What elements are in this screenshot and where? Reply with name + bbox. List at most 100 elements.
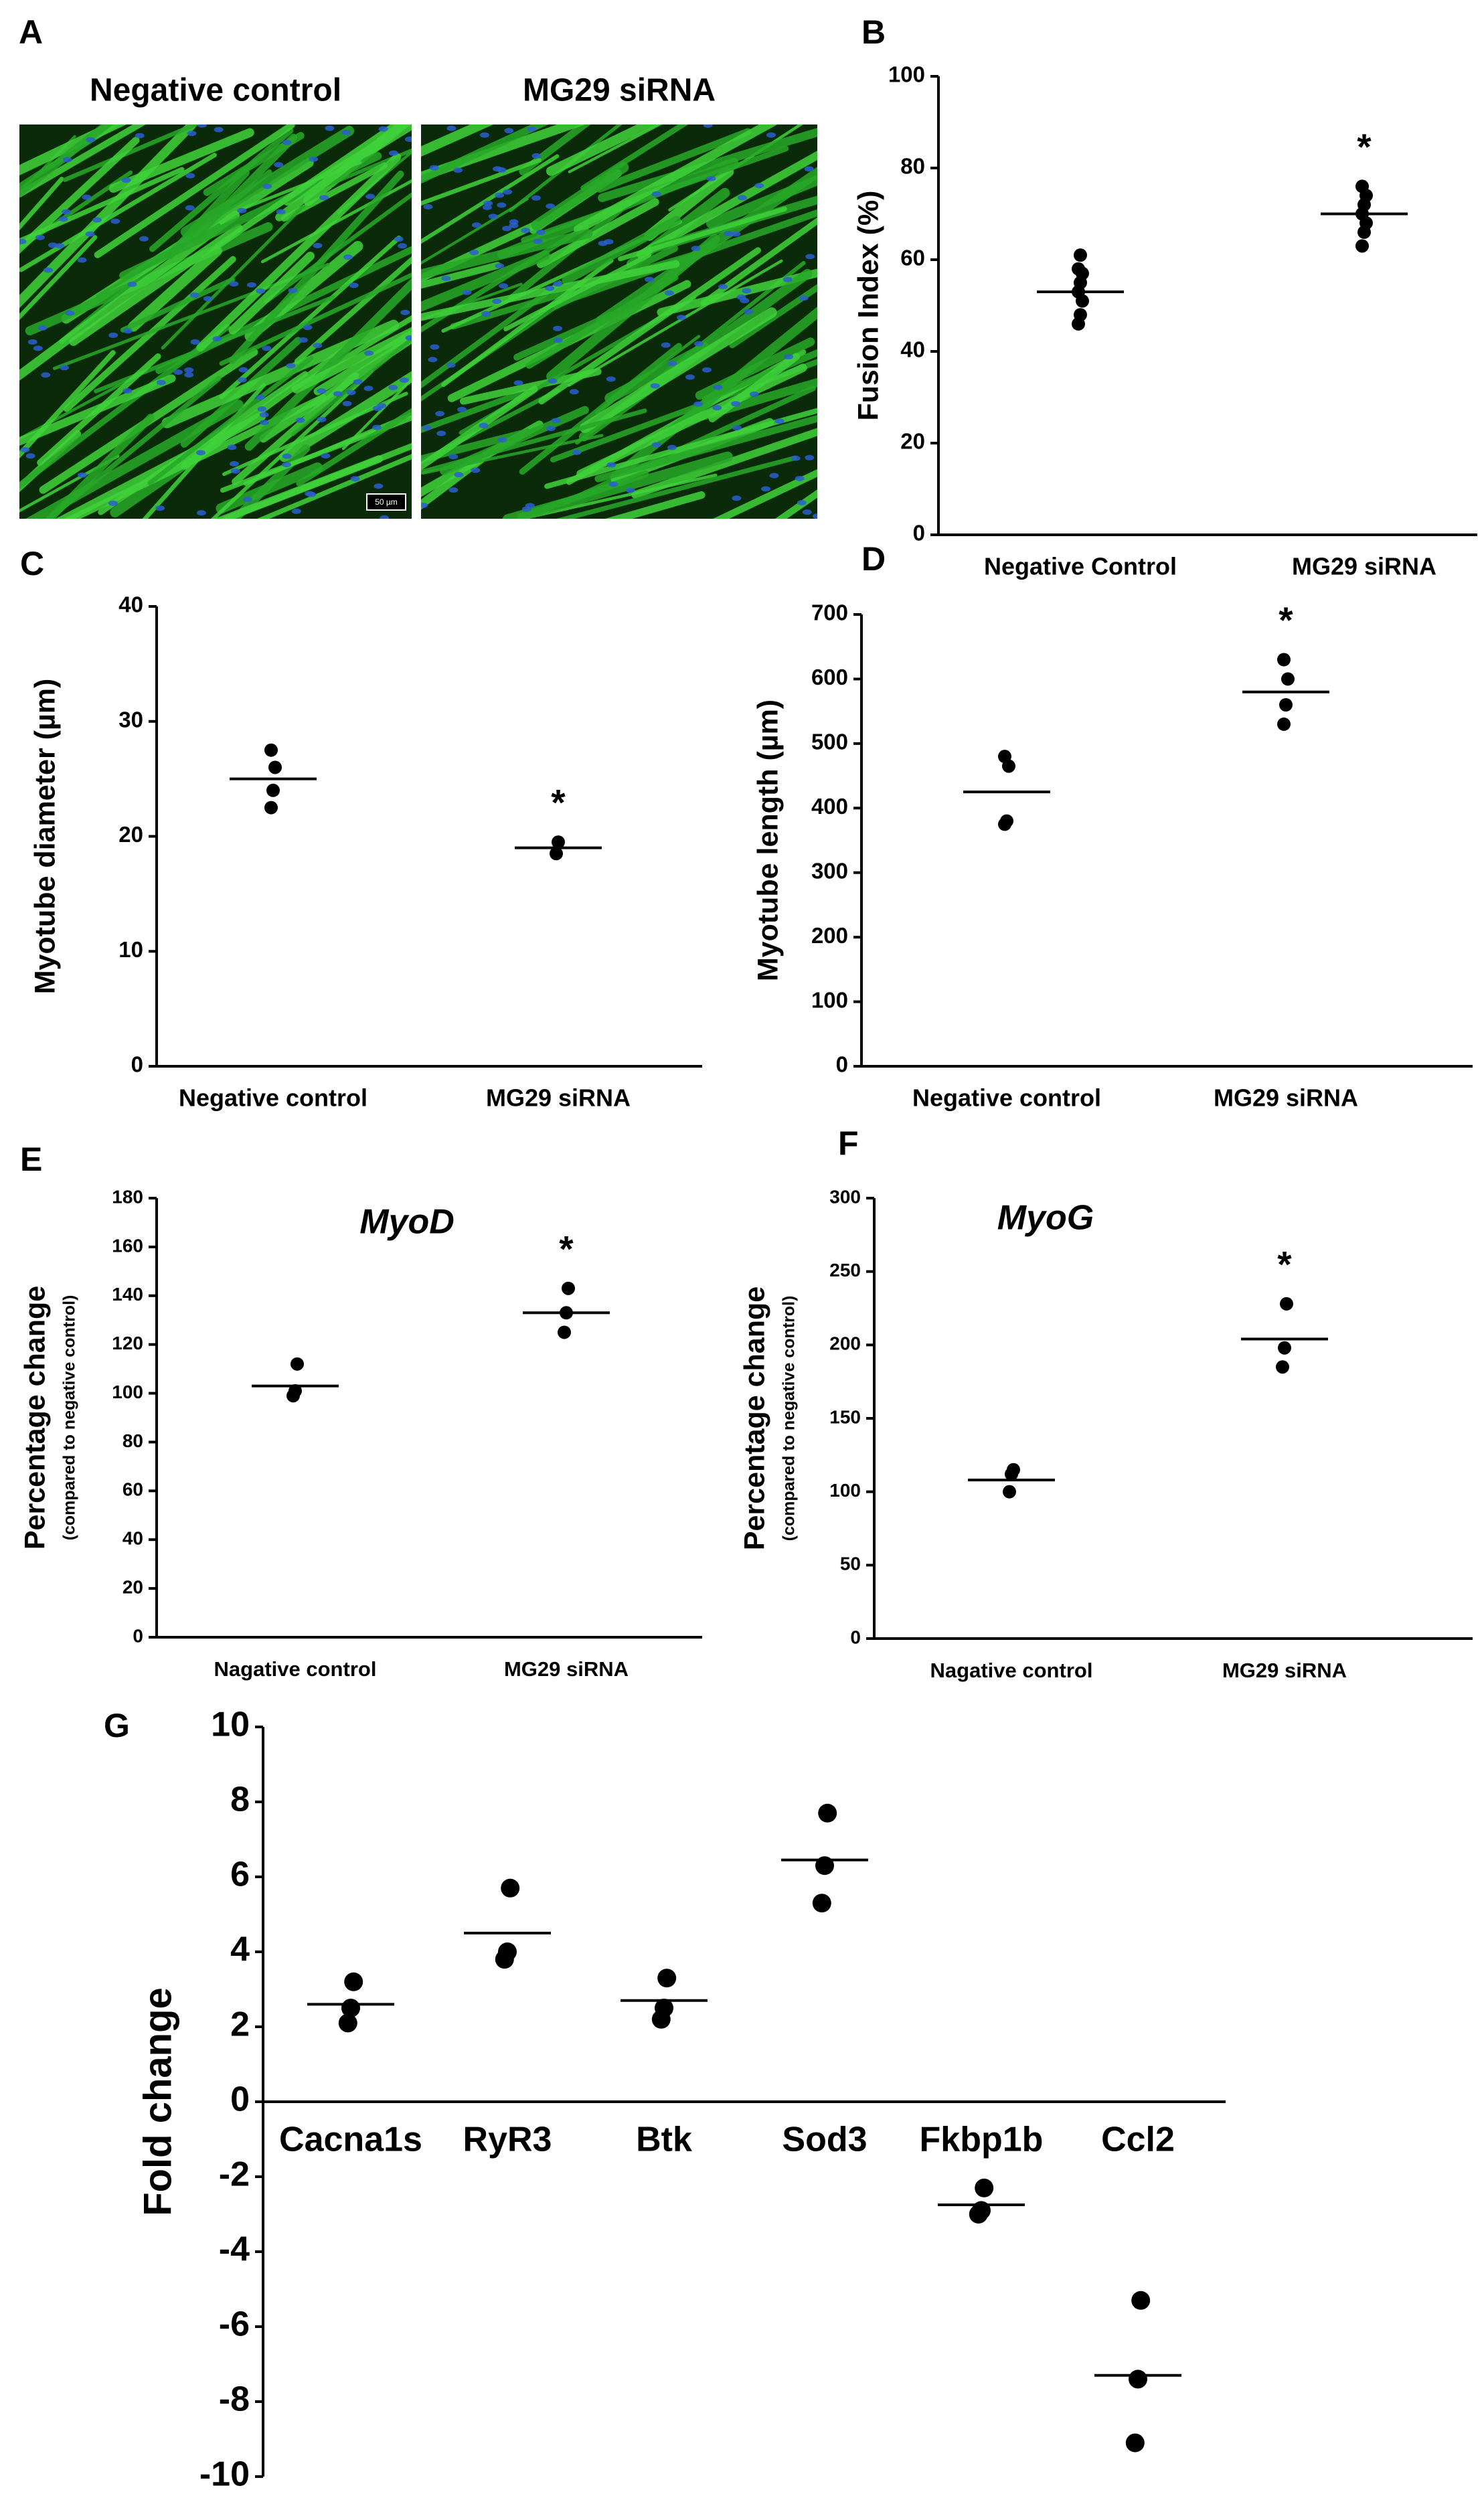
- nucleus: [691, 246, 701, 252]
- data-point: [264, 801, 278, 815]
- myotube: [19, 124, 146, 198]
- myotube: [668, 124, 804, 212]
- nucleus: [123, 328, 133, 334]
- nucleus: [454, 472, 464, 478]
- nucleus: [398, 243, 408, 249]
- nucleus: [184, 367, 194, 373]
- nucleus: [399, 378, 409, 384]
- myotube: [166, 169, 250, 259]
- myotube: [556, 455, 797, 519]
- myotube: [519, 343, 682, 475]
- x-tick-label: MG29 siRNA: [1214, 1084, 1358, 1112]
- nucleus: [606, 462, 616, 468]
- data-point: [1280, 1297, 1293, 1311]
- nucleus: [341, 130, 351, 136]
- myotube: [19, 235, 98, 321]
- y-tick-label: 200: [829, 1333, 861, 1354]
- nucleus: [259, 420, 269, 426]
- nucleus: [503, 189, 513, 195]
- data-point: [338, 2013, 357, 2033]
- data-point: [558, 1325, 571, 1339]
- nucleus: [92, 217, 102, 223]
- nucleus: [479, 132, 489, 138]
- data-point: [341, 1999, 360, 2017]
- data-point: [552, 835, 565, 849]
- nucleus: [405, 335, 412, 341]
- nucleus: [441, 275, 451, 281]
- myotube: [242, 161, 362, 210]
- myotube: [196, 153, 402, 352]
- myotube: [562, 216, 681, 285]
- nucleus: [650, 383, 660, 389]
- y-tick-label: 30: [118, 707, 143, 732]
- nucleus: [471, 222, 481, 228]
- nucleus: [513, 380, 523, 386]
- nucleus: [313, 242, 323, 248]
- y-axis-label: Fold change: [136, 1987, 179, 2216]
- x-tick-label: Btk: [636, 2120, 692, 2159]
- data-point: [1355, 239, 1369, 253]
- nucleus: [651, 442, 661, 448]
- nucleus: [349, 282, 359, 288]
- nucleus: [41, 372, 51, 378]
- y-tick-label: 300: [811, 858, 848, 883]
- nucleus: [374, 483, 384, 489]
- nucleus: [37, 325, 48, 331]
- nucleus: [742, 288, 752, 294]
- x-tick-label: Nagative control: [214, 1657, 377, 1681]
- myotube: [219, 235, 402, 400]
- nucleus: [388, 150, 398, 156]
- nucleus: [804, 166, 814, 172]
- myotube: [19, 350, 116, 459]
- nucleus: [572, 449, 582, 455]
- y-axis-sublabel: (compared to negative control): [60, 1295, 79, 1541]
- myotube: [296, 408, 412, 487]
- myotube: [94, 124, 295, 258]
- panel-label: F: [838, 1125, 859, 1162]
- myotube: [421, 154, 560, 244]
- myotube: [421, 428, 531, 463]
- nucleus: [448, 487, 459, 493]
- data-point: [288, 1384, 302, 1398]
- y-tick-label: 40: [122, 1528, 143, 1549]
- nucleus: [353, 379, 363, 385]
- nucleus: [317, 388, 327, 394]
- myotube: [631, 428, 817, 499]
- y-tick-label: 50: [840, 1554, 861, 1574]
- nucleus: [237, 207, 247, 214]
- nucleus: [795, 475, 805, 481]
- myotube: [275, 124, 409, 222]
- myotube: [19, 153, 217, 272]
- myotube: [531, 161, 629, 231]
- nucleus: [743, 309, 753, 315]
- nucleus: [667, 444, 677, 450]
- nucleus: [242, 497, 252, 503]
- x-tick-label: Nagative control: [930, 1659, 1093, 1682]
- nucleus: [453, 167, 463, 173]
- nucleus: [802, 509, 812, 515]
- nucleus: [421, 502, 428, 508]
- nucleus: [197, 124, 208, 128]
- data-point: [1003, 1485, 1016, 1499]
- nucleus: [428, 357, 438, 363]
- nucleus: [435, 410, 445, 416]
- myotube: [63, 256, 236, 412]
- myotube: [19, 369, 148, 441]
- nucleus: [548, 378, 558, 384]
- myotube: [502, 451, 733, 519]
- nucleus: [791, 455, 801, 461]
- nucleus: [35, 234, 45, 240]
- nucleus: [25, 453, 35, 459]
- data-point: [657, 1969, 677, 1988]
- myotube: [421, 260, 680, 321]
- myotube: [596, 128, 752, 193]
- data-point: [291, 1357, 304, 1371]
- nucleus: [569, 389, 579, 395]
- panel-label: D: [861, 540, 886, 578]
- y-tick-label: 500: [811, 730, 848, 754]
- nucleus: [388, 384, 398, 390]
- nucleus: [187, 131, 197, 137]
- y-tick-label: -8: [219, 2380, 250, 2419]
- nucleus: [77, 257, 87, 263]
- data-point: [1007, 1463, 1020, 1477]
